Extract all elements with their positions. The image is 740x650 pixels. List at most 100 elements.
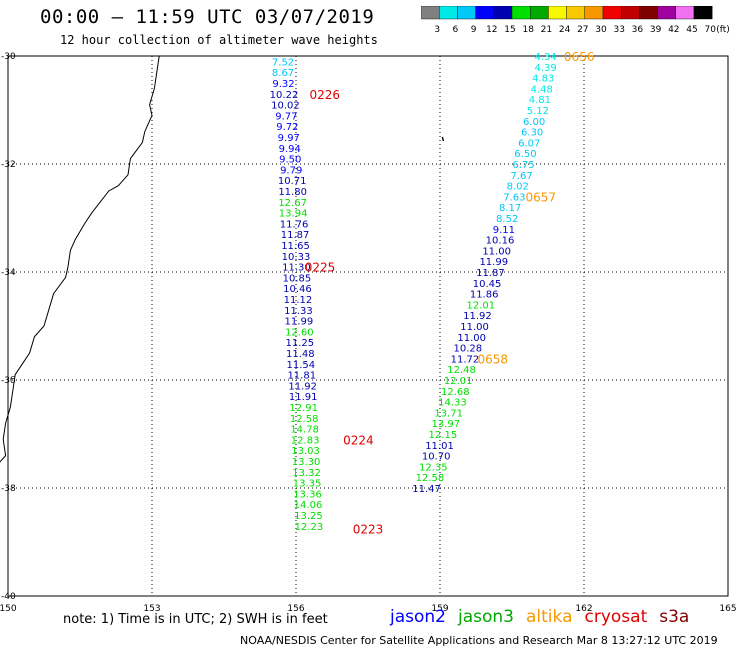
wave-height-value: 11.00	[457, 333, 486, 344]
lon-tick-label: 156	[287, 604, 304, 612]
wave-height-value: 11.87	[476, 268, 505, 279]
scale-label: 27	[577, 25, 588, 35]
wave-height-value: 12.15	[429, 430, 458, 441]
island	[441, 136, 445, 142]
wave-height-value: 11.91	[289, 392, 318, 403]
wave-height-value: 10.33	[282, 252, 311, 263]
wave-height-value: 12.58	[290, 414, 319, 425]
wave-height-value: 10.85	[283, 273, 312, 284]
wave-height-value: 7.52	[272, 57, 294, 68]
wave-height-value: 10.28	[454, 344, 483, 355]
wave-height-value: 12.01	[466, 300, 495, 311]
lon-tick-label: 159	[431, 604, 448, 612]
scale-swatch	[693, 6, 713, 20]
scale-label: 42	[668, 25, 679, 35]
wave-height-value: 4.39	[534, 63, 556, 74]
scale-label: 9	[471, 25, 477, 35]
legend-entry: altika	[526, 607, 573, 627]
wave-height-value: 9.94	[279, 144, 301, 155]
pass-time-label: 0657	[526, 190, 557, 204]
scale-label: 18	[522, 25, 534, 35]
map-frame	[7, 55, 729, 597]
scale-label: 39	[650, 25, 662, 35]
wave-height-value: 12.48	[447, 365, 476, 376]
scale-label: 24	[559, 25, 571, 35]
legend-entry: jason3	[458, 607, 514, 627]
wave-height-value: 11.00	[482, 246, 511, 257]
wave-height-value: 9.97	[278, 133, 300, 144]
scale-label: 21	[541, 25, 552, 35]
wave-height-value: 13.94	[279, 209, 308, 220]
lon-tick-label: 153	[143, 604, 160, 612]
wave-height-value: 11.92	[288, 381, 317, 392]
wave-height-value: 12.35	[419, 462, 448, 473]
wave-height-value: 9.50	[279, 155, 301, 166]
lon-tick-label: 162	[575, 604, 592, 612]
wave-height-value: 11.12	[284, 295, 313, 306]
wave-height-value: 12.83	[291, 435, 320, 446]
wave-height-value: 12.01	[444, 376, 473, 387]
map-subtitle: 12 hour collection of altimeter wave hei…	[60, 33, 378, 47]
color-scale: 3 6 9 12 15 18 21 24 27 30 33 36 39 42 45 70 (ft)	[421, 6, 730, 35]
wave-height-value: 8.67	[272, 68, 294, 79]
wave-height-value: 11.65	[281, 241, 310, 252]
wave-height-value: 9.32	[272, 79, 294, 90]
wave-height-value: 11.54	[286, 360, 315, 371]
wave-height-value: 8.17	[499, 203, 521, 214]
lat-tick-label: -38	[1, 484, 16, 494]
wave-height-value: 14.06	[294, 500, 323, 511]
scale-label: 3	[434, 25, 440, 35]
wave-height-value: 11.87	[281, 230, 310, 241]
wave-height-value: 8.52	[496, 214, 518, 225]
lat-tick-label: -34	[1, 268, 16, 278]
wave-height-value: 14.33	[438, 398, 467, 409]
wave-height-value: 11.99	[479, 257, 508, 268]
lon-tick-label: 150	[0, 604, 17, 612]
wave-height-value: 13.25	[294, 511, 323, 522]
wave-height-value: 6.00	[523, 117, 545, 128]
wave-height-value: 7.67	[510, 171, 532, 182]
wave-height-value: 14.78	[290, 425, 319, 436]
coastline	[0, 55, 160, 463]
wave-height-value: 10.70	[422, 452, 451, 463]
wave-height-value: 7.63	[503, 192, 525, 203]
wave-height-value: 11.86	[470, 290, 499, 301]
wave-height-value: 11.25	[286, 338, 315, 349]
wave-height-value: 4.48	[531, 84, 553, 95]
wave-height-value: 12.91	[289, 403, 318, 414]
wave-height-value: 11.47	[412, 484, 441, 495]
wave-height-value: 6.30	[521, 128, 543, 139]
wave-height-value: 11.01	[425, 441, 454, 452]
wave-height-value: 11.00	[460, 322, 489, 333]
scale-label: 15	[504, 25, 515, 35]
wave-height-value: 10.71	[278, 176, 307, 187]
scale-label: 12	[486, 25, 497, 35]
pass-time-label: 0226	[310, 88, 341, 102]
wave-height-value: 9.79	[280, 165, 302, 176]
wave-height-value: 10.02	[271, 101, 300, 112]
wave-height-value: 11.99	[285, 317, 314, 328]
pass-time-label: 0656	[564, 50, 595, 64]
wave-height-value: 12.23	[295, 522, 324, 533]
wave-height-value: 12.60	[285, 327, 314, 338]
pass-time-label: 0658	[478, 352, 509, 366]
wave-height-value: 11.33	[284, 306, 313, 317]
wave-height-value: 8.02	[507, 182, 529, 193]
wave-height-value: 11.92	[463, 311, 492, 322]
wave-height-value: 13.36	[293, 489, 322, 500]
wave-height-value: 13.32	[292, 468, 321, 479]
wave-height-value: 13.71	[434, 408, 463, 419]
wave-height-value: 6.07	[518, 138, 540, 149]
lat-tick-label: -3б	[1, 376, 16, 386]
wave-height-value: 12.68	[441, 387, 470, 398]
wave-height-value: 13.03	[291, 446, 320, 457]
scale-label: 45	[686, 25, 697, 35]
wave-height-value: 10.46	[283, 284, 312, 295]
lat-tick-label: -30	[1, 52, 16, 62]
pass-time-label: 0223	[353, 523, 384, 537]
legend-entry: cryosat	[584, 607, 648, 627]
lon-tick-label: 165	[719, 604, 736, 612]
wave-height-value: 6.75	[512, 160, 534, 171]
wave-height-value: 10.16	[486, 236, 515, 247]
wave-height-value: 11.30	[282, 263, 311, 274]
